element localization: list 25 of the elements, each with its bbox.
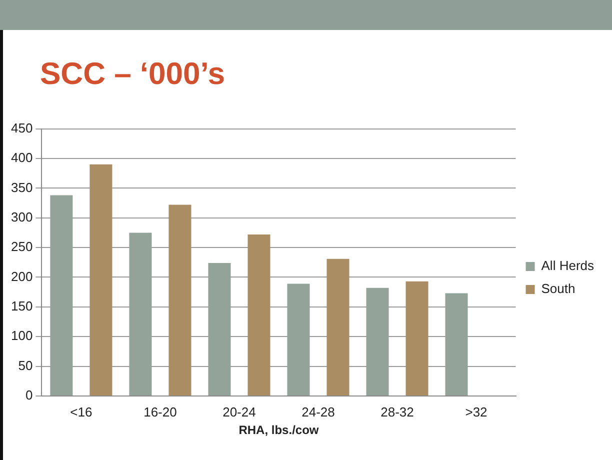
y-tick-label: 150: [10, 298, 33, 314]
bar: [248, 234, 270, 396]
bar: [168, 204, 192, 396]
y-tick-label: 200: [10, 268, 33, 284]
y-tick-label: 400: [10, 150, 33, 166]
x-tick-label: >32: [465, 404, 488, 420]
x-axis-title: RHA, lbs./cow: [238, 423, 320, 438]
x-tick-label: 24-28: [302, 404, 335, 420]
x-tick-label: <16: [70, 404, 92, 420]
x-tick-label: 20-24: [222, 404, 256, 420]
x-tick-label: 28-32: [380, 404, 414, 420]
y-tick-label: 0: [25, 388, 33, 403]
y-tick-label: 250: [10, 239, 33, 254]
legend-label: All Herds: [541, 258, 594, 274]
y-tick-label: 350: [10, 180, 33, 195]
legend-label: South: [541, 281, 576, 296]
bar: [326, 258, 350, 396]
x-tick-label: 16-20: [144, 404, 177, 420]
y-tick-label: 450: [10, 120, 33, 136]
y-tick-label: 50: [18, 358, 33, 373]
y-tick-label: 100: [10, 328, 33, 344]
y-tick-label: 300: [10, 209, 33, 224]
bar: [406, 281, 428, 396]
chart-title: SCC – ‘000’s: [40, 56, 225, 92]
bar: [90, 164, 112, 396]
